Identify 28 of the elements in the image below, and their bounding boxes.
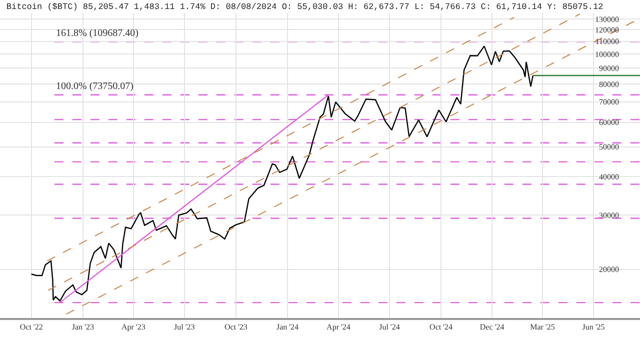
x-tick-label: Oct '23 bbox=[224, 322, 248, 332]
x-tick-label: Jun '25 bbox=[582, 322, 605, 332]
y-tick-label: 100000 bbox=[595, 50, 619, 59]
y-tick-label: 120000 bbox=[595, 26, 619, 35]
y-tick-label: 90000 bbox=[599, 64, 619, 74]
y-tick-label: 60000 bbox=[599, 118, 619, 128]
line-series bbox=[30, 46, 534, 302]
x-tick-label: Apr '23 bbox=[121, 322, 146, 332]
x-tick-label: Apr '24 bbox=[326, 322, 350, 332]
y-tick-label: 130000 bbox=[595, 14, 619, 24]
x-tick-label: Mar '25 bbox=[530, 322, 555, 332]
y-tick-label: 40000 bbox=[599, 172, 619, 182]
x-tick-label: Dec '24 bbox=[480, 322, 504, 332]
ref-line-label: 100.0% (73750.07) bbox=[56, 81, 134, 92]
x-tick-label: Jan '24 bbox=[276, 322, 299, 332]
x-tick-label: Jan '23 bbox=[72, 322, 94, 332]
x-tick-label: Jul '23 bbox=[174, 322, 195, 332]
y-tick-label: 80000 bbox=[599, 80, 619, 89]
chart-title: Bitcoin ($BTC) 85,205.47 1,483.11 1.74% D: 08/08/2024 O: 55,030.03 H: 62,673.77 L: 54,766.73 C: 61,710.14 Y: 85075.12 bbox=[6, 2, 604, 12]
x-tick-label: Oct '22 bbox=[20, 322, 43, 332]
y-tick-label: 70000 bbox=[599, 98, 619, 107]
x-tick-label: Jul '24 bbox=[379, 322, 400, 332]
x-tick-label: Oct '24 bbox=[430, 322, 453, 332]
y-tick-label: 30000 bbox=[599, 210, 619, 220]
y-tick-label: 20000 bbox=[599, 265, 619, 274]
y-tick-label: 110000 bbox=[595, 37, 619, 46]
ref-line-label: 161.8% (109687.40) bbox=[56, 28, 138, 39]
y-tick-label: 50000 bbox=[599, 142, 619, 152]
